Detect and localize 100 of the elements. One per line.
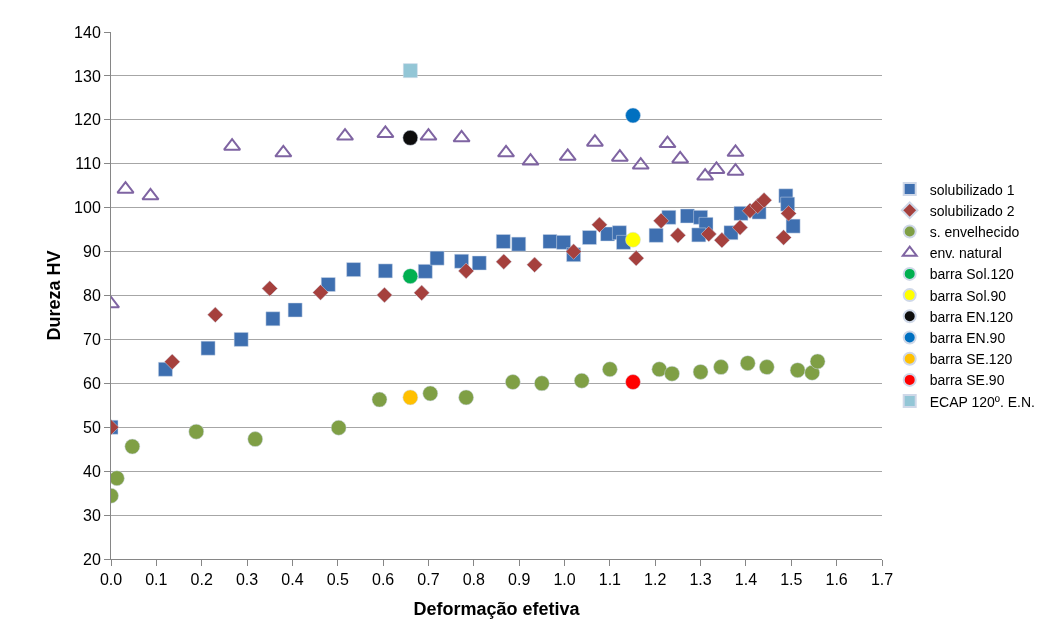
point — [261, 280, 278, 297]
point — [511, 236, 526, 252]
point — [422, 385, 439, 402]
x-tick-label: 0.3 — [235, 571, 259, 589]
legend-label: barra SE.90 — [929, 372, 1005, 389]
x-tick-label: 1.3 — [689, 571, 712, 589]
x-tick-label: 0.2 — [190, 571, 213, 589]
point — [680, 208, 695, 224]
point — [574, 372, 590, 389]
point — [625, 231, 641, 248]
point — [565, 243, 582, 260]
y-tick-label: 140 — [74, 23, 101, 41]
legend-label: barra Sol.120 — [929, 266, 1014, 283]
point — [141, 187, 160, 201]
x-tick-label: 1.7 — [870, 571, 894, 589]
point — [265, 311, 281, 327]
y-axis-title: Dureza HV — [44, 250, 65, 341]
point — [582, 230, 597, 245]
point — [233, 332, 249, 347]
point — [526, 256, 543, 273]
point — [429, 250, 445, 266]
point — [651, 361, 668, 378]
x-tick-label: 0.9 — [508, 571, 531, 589]
point — [625, 374, 641, 390]
point — [376, 287, 393, 304]
x-tick-label: 0.5 — [326, 571, 349, 589]
legend-label: barra EN.90 — [929, 329, 1006, 346]
legend-label: barra Sol.90 — [929, 287, 1007, 304]
point — [602, 361, 618, 378]
point — [713, 232, 730, 249]
point — [207, 306, 224, 323]
y-tick-label: 50 — [83, 418, 101, 436]
point — [495, 253, 512, 270]
point — [402, 389, 419, 406]
x-tick-label: 0.1 — [145, 571, 168, 589]
y-tick-label: 60 — [83, 374, 101, 392]
point — [346, 262, 361, 277]
point — [402, 268, 419, 284]
point — [740, 355, 756, 371]
y-tick-label: 130 — [74, 67, 101, 85]
y-tick-label: 20 — [83, 550, 101, 568]
point — [591, 216, 608, 233]
x-tick-label: 1.2 — [644, 571, 667, 589]
point — [648, 228, 664, 243]
y-tick-label: 40 — [83, 462, 101, 480]
point — [496, 144, 516, 158]
point — [756, 192, 773, 209]
point — [458, 262, 475, 279]
y-tick-label: 90 — [83, 243, 101, 261]
y-tick-label: 30 — [83, 506, 101, 524]
x-tick-label: 1.0 — [553, 571, 576, 589]
point — [418, 264, 433, 279]
point — [556, 235, 571, 250]
point — [669, 227, 686, 244]
legend-label: barra EN.120 — [929, 308, 1014, 325]
point — [330, 419, 347, 436]
point — [111, 470, 125, 486]
point — [124, 438, 141, 455]
point — [287, 302, 303, 318]
point — [785, 218, 801, 234]
point — [732, 219, 749, 236]
point — [458, 389, 474, 406]
point — [452, 129, 471, 143]
point — [312, 284, 329, 301]
x-tick-label: 1.1 — [598, 571, 622, 589]
point — [625, 107, 641, 124]
point — [413, 284, 430, 301]
legend-label: solubilizado 1 — [929, 181, 1015, 198]
point — [378, 263, 393, 279]
point — [653, 212, 670, 229]
point — [402, 130, 419, 146]
point — [403, 63, 418, 78]
point — [371, 391, 388, 408]
point — [534, 375, 550, 392]
point — [775, 229, 792, 246]
legend-label: ECAP 120º. E.N. — [929, 393, 1035, 410]
point — [472, 255, 487, 271]
x-tick-label: 1.5 — [780, 571, 803, 589]
y-tick-label: 80 — [83, 287, 101, 305]
legend-label: solubilizado 2 — [929, 202, 1015, 219]
point — [247, 431, 263, 447]
point — [692, 364, 709, 380]
point — [200, 340, 216, 356]
point — [780, 205, 797, 222]
legend-label: env. natural — [929, 245, 1002, 262]
point — [713, 359, 729, 375]
point — [188, 423, 205, 440]
y-tick-label: 110 — [75, 155, 101, 173]
point — [671, 150, 690, 164]
legend-label: barra SE.120 — [929, 351, 1013, 368]
point — [664, 365, 680, 382]
x-tick-label: 0.0 — [99, 571, 123, 589]
point — [789, 362, 806, 378]
point — [164, 353, 181, 370]
legend-label: s. envelhecido — [929, 223, 1020, 240]
point — [700, 225, 717, 243]
y-tick-label: 70 — [83, 331, 101, 349]
point — [542, 234, 558, 249]
point — [759, 359, 775, 375]
point — [809, 353, 826, 370]
